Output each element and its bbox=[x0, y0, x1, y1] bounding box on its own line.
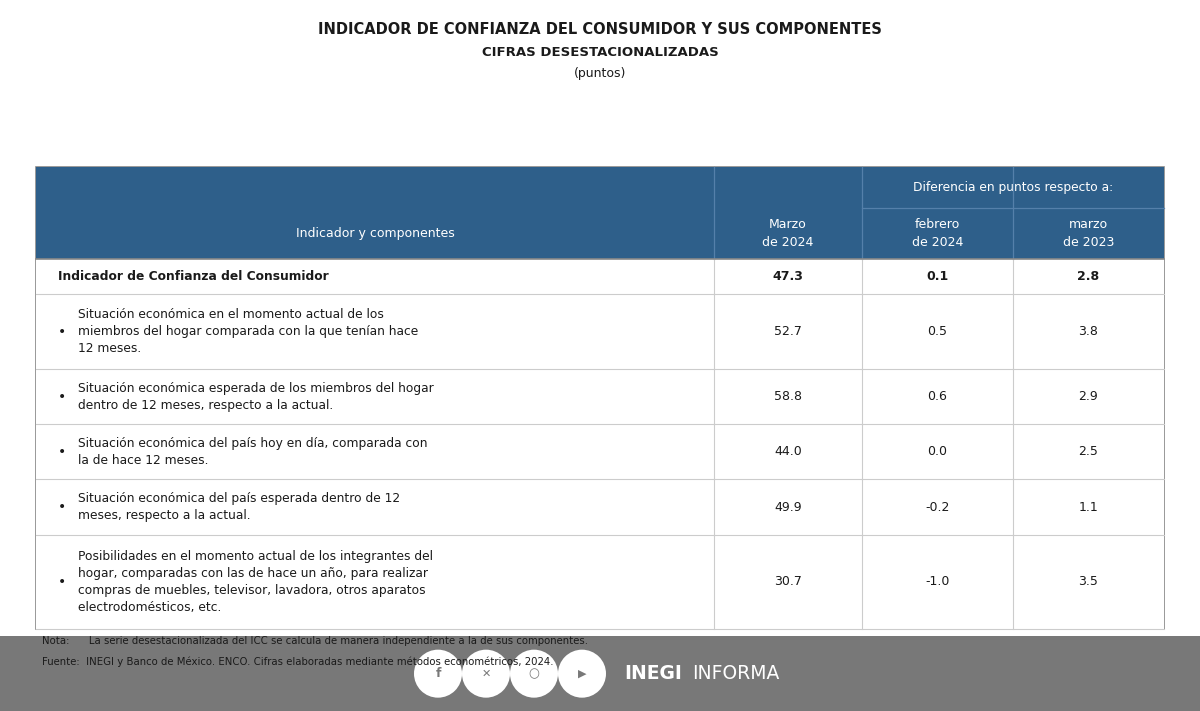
Text: •: • bbox=[58, 575, 66, 589]
Text: 0.0: 0.0 bbox=[928, 445, 947, 459]
Text: 0.1: 0.1 bbox=[926, 270, 948, 283]
Text: 3.8: 3.8 bbox=[1079, 325, 1098, 338]
Text: ✕: ✕ bbox=[481, 668, 491, 679]
Bar bbox=[36, 167, 1164, 629]
Text: marzo
de 2023: marzo de 2023 bbox=[1063, 218, 1114, 249]
Text: -0.2: -0.2 bbox=[925, 501, 949, 513]
Bar bbox=[36, 424, 1164, 479]
Text: •: • bbox=[58, 445, 66, 459]
Bar bbox=[36, 479, 1164, 535]
Text: Situación económica en el momento actual de los
miembros del hogar comparada con: Situación económica en el momento actual… bbox=[78, 308, 419, 356]
Text: Nota:      La serie desestacionalizada del ICC se calcula de manera independient: Nota: La serie desestacionalizada del IC… bbox=[42, 636, 588, 646]
Bar bbox=[36, 208, 1164, 259]
Text: (puntos): (puntos) bbox=[574, 68, 626, 80]
Bar bbox=[0, 636, 1200, 711]
Text: 49.9: 49.9 bbox=[774, 501, 802, 513]
Text: f: f bbox=[436, 667, 440, 680]
Ellipse shape bbox=[510, 650, 558, 697]
Text: 58.8: 58.8 bbox=[774, 390, 802, 403]
Text: Situación económica esperada de los miembros del hogar
dentro de 12 meses, respe: Situación económica esperada de los miem… bbox=[78, 382, 433, 412]
Text: 2.8: 2.8 bbox=[1078, 270, 1099, 283]
Text: INEGI: INEGI bbox=[624, 664, 682, 683]
Text: •: • bbox=[58, 390, 66, 404]
Bar bbox=[36, 535, 1164, 629]
Text: 0.5: 0.5 bbox=[928, 325, 947, 338]
Text: INDICADOR DE CONFIANZA DEL CONSUMIDOR Y SUS COMPONENTES: INDICADOR DE CONFIANZA DEL CONSUMIDOR Y … bbox=[318, 22, 882, 38]
Text: ▶: ▶ bbox=[577, 668, 587, 679]
Bar bbox=[36, 369, 1164, 424]
Ellipse shape bbox=[558, 650, 606, 697]
Ellipse shape bbox=[462, 650, 510, 697]
Bar bbox=[36, 294, 1164, 369]
Text: Situación económica del país hoy en día, comparada con
la de hace 12 meses.: Situación económica del país hoy en día,… bbox=[78, 437, 427, 467]
Text: Indicador de Confianza del Consumidor: Indicador de Confianza del Consumidor bbox=[58, 270, 329, 283]
Text: 52.7: 52.7 bbox=[774, 325, 802, 338]
Text: 2.9: 2.9 bbox=[1079, 390, 1098, 403]
Text: Situación económica del país esperada dentro de 12
meses, respecto a la actual.: Situación económica del país esperada de… bbox=[78, 492, 400, 522]
Text: 30.7: 30.7 bbox=[774, 575, 802, 589]
Text: febrero
de 2024: febrero de 2024 bbox=[912, 218, 962, 249]
Text: 44.0: 44.0 bbox=[774, 445, 802, 459]
Text: -1.0: -1.0 bbox=[925, 575, 949, 589]
Text: 0.6: 0.6 bbox=[928, 390, 947, 403]
Text: ○: ○ bbox=[528, 667, 540, 680]
Text: Diferencia en puntos respecto a:: Diferencia en puntos respecto a: bbox=[913, 181, 1112, 194]
Text: •: • bbox=[58, 325, 66, 338]
Text: Marzo
de 2024: Marzo de 2024 bbox=[762, 218, 814, 249]
Text: 2.5: 2.5 bbox=[1079, 445, 1098, 459]
Text: 3.5: 3.5 bbox=[1079, 575, 1098, 589]
Text: Indicador y componentes: Indicador y componentes bbox=[295, 227, 455, 240]
Bar bbox=[36, 259, 1164, 294]
Text: Fuente:  INEGI y Banco de México. ENCO. Cifras elaboradas mediante métodos econo: Fuente: INEGI y Banco de México. ENCO. C… bbox=[42, 656, 553, 667]
Text: CIFRAS DESESTACIONALIZADAS: CIFRAS DESESTACIONALIZADAS bbox=[481, 46, 719, 59]
Text: INFORMA: INFORMA bbox=[692, 664, 780, 683]
Text: •: • bbox=[58, 500, 66, 514]
Text: 47.3: 47.3 bbox=[773, 270, 803, 283]
Text: Posibilidades en el momento actual de los integrantes del
hogar, comparadas con : Posibilidades en el momento actual de lo… bbox=[78, 550, 433, 614]
Text: 1.1: 1.1 bbox=[1079, 501, 1098, 513]
Bar bbox=[36, 167, 1164, 208]
Ellipse shape bbox=[414, 650, 462, 697]
